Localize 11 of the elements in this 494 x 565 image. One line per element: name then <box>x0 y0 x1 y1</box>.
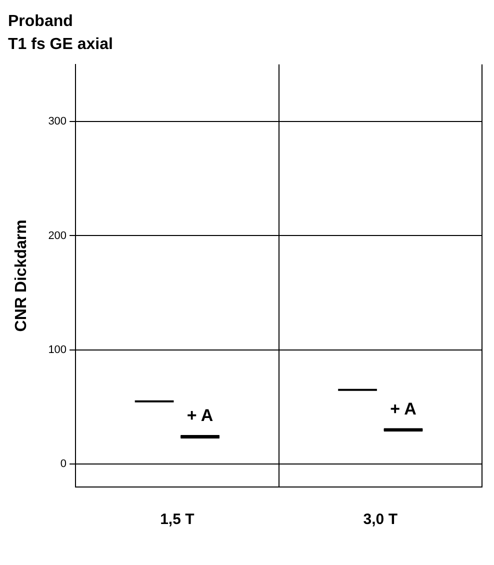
text: + A <box>390 399 416 418</box>
y-tick-label: 300 <box>48 116 67 128</box>
chart-title: Proband <box>8 13 73 30</box>
y-tick-label: 200 <box>48 230 67 242</box>
y-axis-title: CNR Dickdarm <box>13 220 30 332</box>
series-label: + A <box>186 406 214 426</box>
chart-subtitle: T1 fs GE axial <box>8 36 113 54</box>
x-tick-label: 3,0 T <box>363 511 398 528</box>
x-tick-label: 1,5 T <box>160 511 194 528</box>
y-tick-label: 0 <box>60 458 67 470</box>
y-tick-label: 100 <box>48 344 67 356</box>
